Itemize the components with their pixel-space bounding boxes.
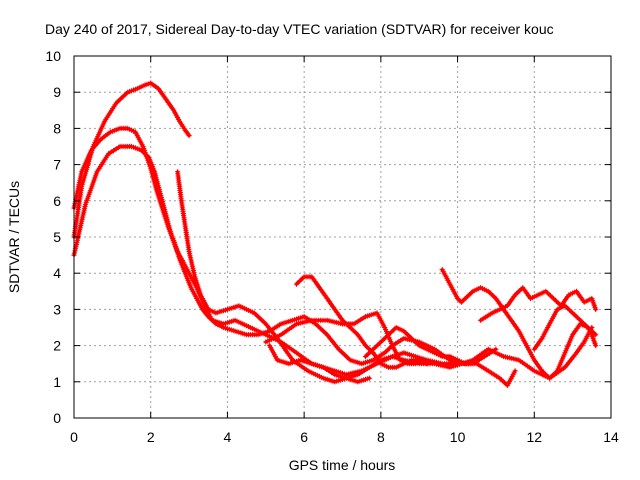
series-track-j: [478, 285, 599, 323]
y-tick-label: 0: [53, 410, 61, 426]
grid: [74, 56, 611, 418]
y-tick-label: 7: [53, 157, 61, 173]
y-tick-label: 2: [53, 338, 61, 354]
data-point: [593, 343, 599, 349]
data-point: [455, 295, 461, 302]
x-tick-label: 14: [603, 429, 619, 445]
data-point: [512, 368, 518, 374]
series-track-e: [267, 343, 372, 385]
data-point: [461, 297, 467, 303]
series-track-h: [362, 324, 468, 367]
series-line: [72, 144, 498, 377]
data-point: [186, 133, 192, 139]
y-axis-label: SDTVAR / TECUs: [6, 181, 22, 293]
series-track-g: [263, 310, 426, 367]
x-tick-label: 12: [526, 429, 542, 445]
data-point: [593, 332, 599, 338]
x-tick-label: 0: [70, 429, 78, 445]
series-track-k: [531, 303, 599, 352]
data-point: [593, 306, 599, 312]
y-tick-label: 4: [53, 265, 61, 281]
data-point: [366, 375, 372, 381]
y-tick-label: 6: [53, 193, 61, 209]
x-axis-label: GPS time / hours: [289, 457, 396, 473]
y-tick-label: 3: [53, 301, 61, 317]
series-track-b: [71, 125, 518, 388]
x-tick-label: 4: [224, 429, 232, 445]
plot-series: [71, 80, 599, 388]
data-point: [424, 361, 430, 367]
x-tick-label: 2: [147, 429, 155, 445]
x-tick-label: 10: [450, 429, 466, 445]
y-tick-label: 8: [53, 120, 61, 136]
y-tick-label: 5: [53, 229, 61, 245]
series-track-c: [71, 143, 499, 378]
y-tick-label: 9: [53, 84, 61, 100]
y-tick-label: 1: [53, 374, 61, 390]
series-line: [72, 126, 517, 387]
series-track-a: [71, 80, 192, 240]
chart-title: Day 240 of 2017, Sidereal Day-to-day VTE…: [45, 21, 554, 37]
x-tick-label: 8: [377, 429, 385, 445]
y-tick-label: 10: [45, 48, 61, 64]
data-point: [462, 361, 468, 367]
data-point: [467, 291, 473, 297]
data-point: [420, 357, 426, 363]
x-tick-label: 6: [300, 429, 308, 445]
